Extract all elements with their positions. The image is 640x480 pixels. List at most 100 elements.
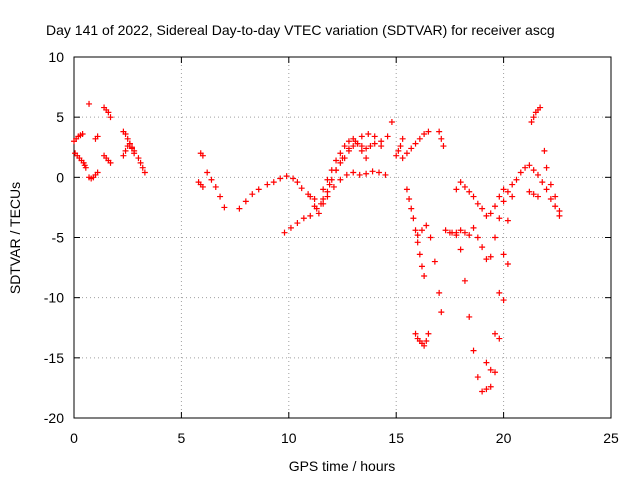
data-point: [436, 289, 443, 296]
series-track-4: [86, 100, 93, 107]
data-point: [395, 147, 402, 154]
data-point: [124, 135, 131, 142]
series-track-17: [320, 135, 370, 193]
data-point: [341, 143, 348, 150]
data-point: [300, 215, 307, 222]
data-point: [343, 171, 350, 178]
data-point: [365, 131, 372, 138]
series-track-10: [135, 155, 148, 176]
data-point: [483, 359, 490, 366]
data-point: [487, 210, 494, 217]
series-track-27: [483, 260, 511, 390]
data-point: [408, 145, 415, 152]
data-point: [500, 186, 507, 193]
data-point: [500, 198, 507, 205]
series-track-30: [526, 188, 541, 200]
series-track-7: [101, 152, 114, 166]
data-point: [423, 222, 430, 229]
data-point: [530, 114, 537, 121]
data-point: [294, 220, 301, 227]
data-point: [522, 164, 529, 171]
data-point: [217, 193, 224, 200]
data-point: [537, 104, 544, 111]
series-track-31: [541, 147, 563, 219]
data-point: [350, 135, 357, 142]
data-point: [363, 170, 370, 177]
data-point: [479, 205, 486, 212]
data-point: [547, 195, 554, 202]
data-point: [457, 179, 464, 186]
data-point: [543, 186, 550, 193]
data-point: [534, 171, 541, 178]
data-point: [470, 193, 477, 200]
data-point: [356, 171, 363, 178]
data-point: [399, 135, 406, 142]
data-point: [94, 133, 101, 140]
data-point: [324, 176, 331, 183]
data-point: [479, 388, 486, 395]
data-point: [326, 181, 333, 188]
data-point: [388, 118, 395, 125]
series-track-29: [528, 104, 544, 125]
series-track-20: [403, 186, 428, 280]
data-point: [281, 229, 288, 236]
data-point: [457, 227, 464, 234]
grid-lines: [74, 57, 611, 418]
series-track-9: [120, 140, 138, 159]
data-point: [137, 159, 144, 166]
series-track-32: [539, 179, 563, 215]
data-point: [500, 297, 507, 304]
data-point: [107, 114, 114, 121]
data-point: [492, 203, 499, 210]
data-point: [264, 181, 271, 188]
data-point: [406, 195, 413, 202]
data-point: [526, 162, 533, 169]
data-point: [423, 337, 430, 344]
data-point: [509, 181, 516, 188]
data-point: [504, 188, 511, 195]
data-point: [320, 186, 327, 193]
data-point: [474, 234, 481, 241]
data-point: [382, 171, 389, 178]
data-point: [483, 212, 490, 219]
data-point: [492, 330, 499, 337]
series-track-19: [393, 135, 406, 159]
data-point: [384, 133, 391, 140]
data-point: [236, 205, 243, 212]
data-points: [71, 100, 563, 395]
data-point: [438, 135, 445, 142]
data-point: [307, 212, 314, 219]
data-point: [345, 147, 352, 154]
data-point: [367, 143, 374, 150]
x-axis-label: GPS time / hours: [289, 458, 396, 474]
data-point: [298, 185, 305, 192]
data-point: [341, 155, 348, 162]
data-point: [141, 169, 148, 176]
data-point: [496, 289, 503, 296]
y-tick-label: -20: [44, 410, 64, 426]
data-point: [337, 176, 344, 183]
data-point: [457, 246, 464, 253]
data-point: [556, 208, 563, 215]
data-point: [416, 135, 423, 142]
data-point: [421, 131, 428, 138]
x-tick-label: 5: [178, 430, 186, 446]
data-point: [534, 193, 541, 200]
data-point: [333, 157, 340, 164]
data-point: [270, 179, 277, 186]
data-point: [199, 152, 206, 159]
data-point: [315, 210, 322, 217]
series-track-13: [204, 169, 228, 211]
data-point: [436, 128, 443, 135]
series-track-5: [92, 133, 101, 142]
data-point: [543, 164, 550, 171]
data-point: [330, 183, 337, 190]
data-point: [412, 227, 419, 234]
data-point: [86, 100, 93, 107]
data-point: [487, 383, 494, 390]
data-point: [128, 145, 135, 152]
data-point: [199, 183, 206, 190]
data-point: [526, 188, 533, 195]
data-point: [337, 159, 344, 166]
